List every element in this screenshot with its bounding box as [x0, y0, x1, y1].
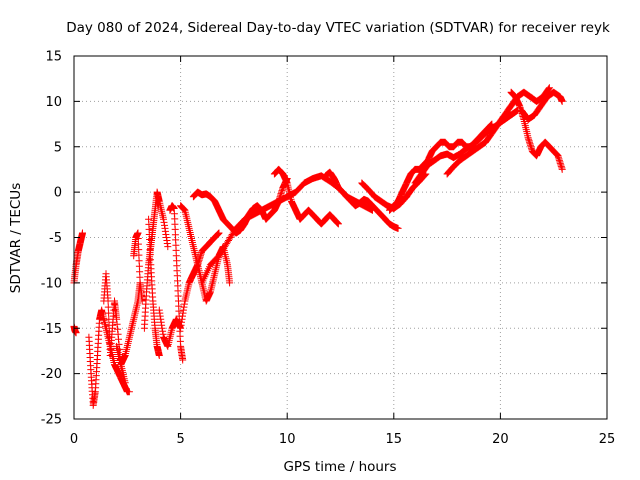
- series-arc-21: [518, 88, 566, 123]
- y-tick-label: 5: [54, 140, 62, 155]
- y-tick-label: -15: [41, 322, 62, 337]
- x-tick-label: 0: [70, 432, 78, 447]
- data-point-markers: [322, 168, 402, 232]
- x-axis-label: GPS time / hours: [283, 459, 396, 475]
- y-axis-label: SDTVAR / TECUs: [8, 183, 24, 293]
- chart-title: Day 080 of 2024, Sidereal Day-to-day VTE…: [66, 20, 610, 36]
- series-arc-15: [322, 168, 402, 232]
- series-arc-8: [145, 215, 163, 359]
- series-arc-6: [130, 229, 146, 305]
- x-tick-label: 20: [492, 432, 509, 447]
- data-point-markers: [270, 165, 342, 228]
- plot-frame: [73, 55, 608, 420]
- series-arc-10: [166, 202, 187, 364]
- series-arc-14: [270, 165, 342, 228]
- series-arc-3: [85, 306, 133, 409]
- data-point-markers: [130, 229, 146, 305]
- y-tick-label: -20: [41, 367, 62, 382]
- y-tick-label: -25: [41, 413, 62, 428]
- data-point-markers: [85, 306, 133, 409]
- data-point-markers: [166, 202, 187, 364]
- data-marks: [70, 84, 566, 409]
- y-tick-label: -10: [41, 276, 62, 291]
- x-tick-label: 15: [386, 432, 403, 447]
- y-tick-label: 15: [45, 50, 62, 65]
- axes: 0 5 10 15 20 25 -25 -20 -15 -10 -5 0 5 10 15: [41, 50, 616, 448]
- x-tick-label: 10: [279, 432, 296, 447]
- x-tick-label: 25: [599, 432, 616, 447]
- y-tick-label: 10: [45, 95, 62, 110]
- data-point-markers: [145, 215, 163, 359]
- y-tick-label: 0: [54, 186, 62, 201]
- y-tick-label: -5: [49, 231, 62, 246]
- x-tick-label: 5: [176, 432, 184, 447]
- data-point-markers: [518, 88, 566, 123]
